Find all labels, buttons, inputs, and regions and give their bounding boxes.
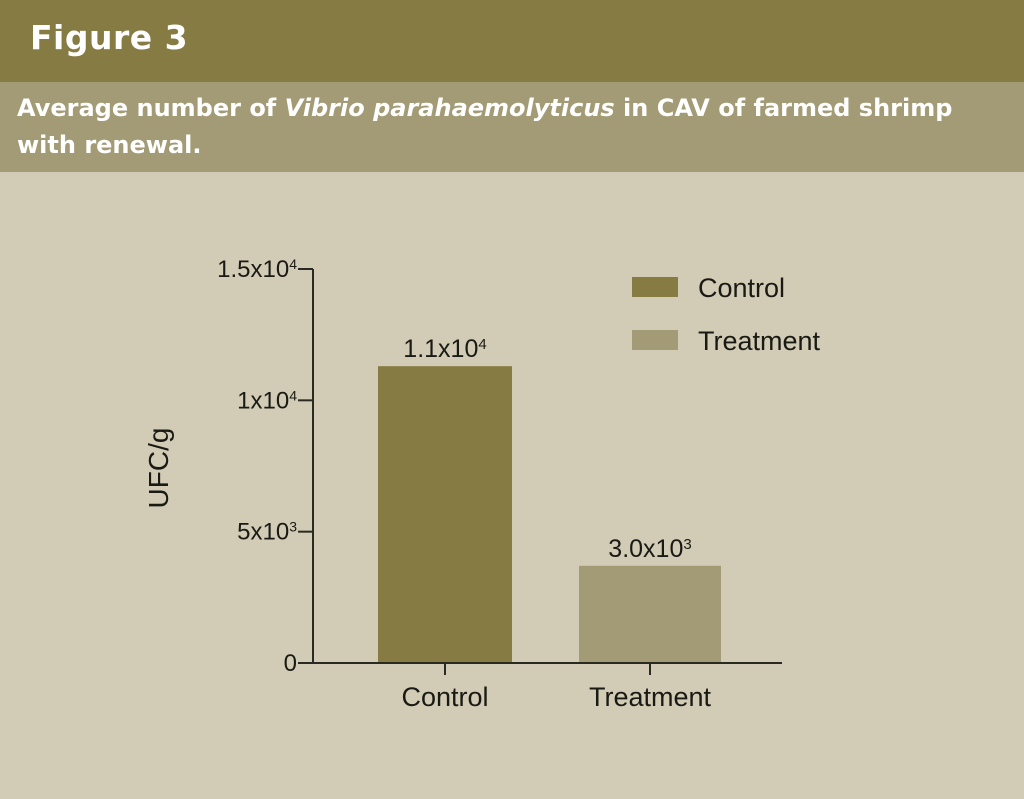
y-tick-label: 5x103 bbox=[237, 519, 297, 546]
caption-suffix: in CAV of farmed shrimp with renewal. bbox=[17, 94, 953, 159]
y-tick-label: 0 bbox=[284, 650, 297, 677]
value-label-control: 1.1x104 bbox=[403, 335, 486, 363]
caption-band bbox=[0, 82, 1024, 172]
bar-control bbox=[378, 366, 512, 663]
value-label-treatment: 3.0x103 bbox=[608, 535, 691, 563]
x-category-label: Control bbox=[401, 682, 488, 712]
y-tick-label: 1x104 bbox=[237, 387, 297, 414]
bar-treatment bbox=[579, 565, 721, 663]
legend-label-control: Control bbox=[698, 273, 785, 303]
caption-prefix: Average number of bbox=[17, 94, 285, 122]
chart-panel: 1.1x104 3.0x103 0 5x103 1x104 1.5x104 Control T… bbox=[0, 172, 1024, 799]
legend-swatch-treatment bbox=[632, 330, 678, 350]
legend-label-treatment: Treatment bbox=[698, 326, 821, 356]
legend-swatch-control bbox=[632, 277, 678, 297]
caption-species: Vibrio parahaemolyticus bbox=[284, 94, 615, 122]
y-tick-label: 1.5x104 bbox=[217, 256, 297, 283]
bar-chart: 1.1x104 3.0x103 0 5x103 1x104 1.5x104 Control T… bbox=[143, 256, 821, 712]
figure-label: Figure 3 bbox=[30, 18, 189, 57]
x-category-label: Treatment bbox=[589, 682, 712, 712]
y-axis-title: UFC/g bbox=[143, 428, 174, 509]
figure-caption: Average number of Vibrio parahaemolyticu… bbox=[17, 90, 1017, 164]
figure-header: Figure 3 bbox=[0, 0, 1024, 82]
